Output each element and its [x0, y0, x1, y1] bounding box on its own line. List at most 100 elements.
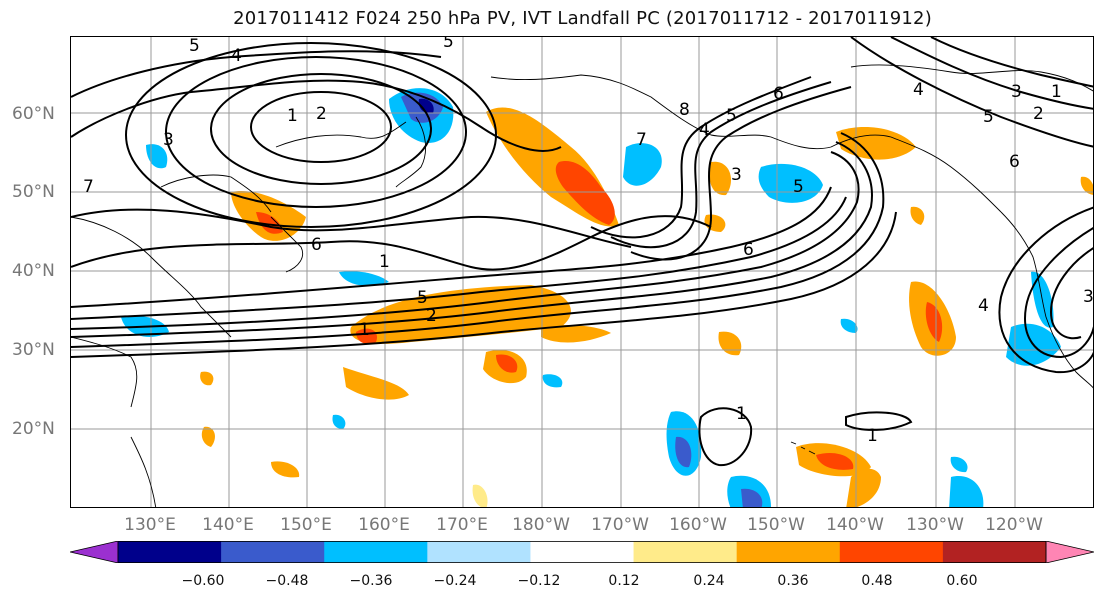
- positive-anomaly: [472, 484, 488, 507]
- contour-mid: [71, 208, 632, 248]
- colorbar-bin: [839, 541, 944, 563]
- lon-label-170w: 170°W: [591, 515, 649, 535]
- coastlines: [71, 64, 1093, 507]
- contour-label: 1: [1051, 82, 1062, 102]
- contour-jet: [71, 186, 832, 308]
- negative-anomaly: [758, 163, 823, 203]
- contour-label: 5: [443, 37, 454, 52]
- positive-anomaly: [816, 452, 854, 470]
- contour-mid: [71, 79, 562, 152]
- contour-mid: [71, 215, 712, 271]
- positive-anomaly: [200, 371, 214, 386]
- contour-ring: [210, 73, 432, 185]
- lon-label-130e: 130°E: [124, 515, 176, 535]
- shading-layer: [121, 88, 1093, 507]
- contour-label: 3: [1011, 82, 1022, 102]
- lon-label-160w: 160°W: [669, 515, 727, 535]
- colorbar-frame: [117, 541, 1047, 563]
- contour-ring: [125, 42, 497, 228]
- contour-label: 5: [793, 177, 804, 197]
- contour-label: 1: [359, 320, 370, 340]
- colorbar-bin: [324, 541, 428, 563]
- negative-anomaly: [623, 143, 662, 186]
- positive-anomaly: [541, 324, 611, 343]
- colorbar-tick: −0.60: [181, 573, 225, 589]
- contour-label: 4: [699, 120, 710, 140]
- contour-mid: [71, 50, 442, 98]
- colorbar-bin: [221, 541, 325, 563]
- colorbar-extend-low: [70, 541, 119, 563]
- coastline-kamchatka: [395, 116, 427, 188]
- contour-label: 6: [773, 84, 784, 104]
- contour-north: [890, 37, 1093, 110]
- colorbar-tick: 0.36: [777, 573, 809, 589]
- negative-anomaly: [332, 414, 346, 429]
- colorbar: [70, 541, 1094, 563]
- lon-label-180w: 180°W: [512, 515, 570, 535]
- contour-east: [1024, 227, 1093, 359]
- contour-label: 1: [287, 106, 298, 126]
- colorbar-tick: −0.36: [349, 573, 393, 589]
- contour-jet: [71, 151, 860, 330]
- negative-anomaly: [741, 488, 763, 507]
- positive-anomaly: [201, 426, 215, 447]
- negative-anomaly: [418, 98, 434, 114]
- colorbar-bin: [530, 541, 635, 563]
- hawaii-islands: [790, 441, 816, 455]
- contour-jet: [71, 132, 885, 348]
- colorbar-tick: 0.24: [693, 573, 725, 589]
- contour-label: 1: [867, 426, 878, 446]
- contour-label: 3: [163, 130, 174, 150]
- contour-jet: [71, 211, 897, 358]
- contour-label: 7: [83, 177, 94, 197]
- lon-label-140e: 140°E: [202, 515, 254, 535]
- contour-label: 1: [736, 404, 747, 424]
- contour-label: 4: [913, 80, 924, 100]
- colorbar-bin: [736, 541, 841, 563]
- lon-label-150w: 150°W: [747, 515, 805, 535]
- contour-ring: [165, 56, 467, 208]
- positive-anomaly: [1080, 176, 1093, 195]
- colorbar-tick: 0.48: [861, 573, 893, 589]
- colorbar-bin: [427, 541, 531, 563]
- lat-label-40n: 40°N: [12, 261, 55, 281]
- colorbar-bin: [942, 541, 1047, 563]
- contour-label: 5: [417, 288, 428, 308]
- contour-north: [850, 37, 1093, 148]
- positive-anomaly: [496, 354, 518, 373]
- colorbar-tick: −0.12: [517, 573, 561, 589]
- colorbar-tick: 0.60: [946, 573, 978, 589]
- lon-label-170e: 170°E: [436, 515, 488, 535]
- negative-anomaly: [339, 271, 389, 286]
- colorbar-tick: −0.48: [265, 573, 309, 589]
- contour-label: 6: [1009, 152, 1020, 172]
- coastline-asia: [71, 121, 407, 507]
- contour-north: [930, 37, 1093, 88]
- positive-anomaly: [925, 302, 943, 342]
- lat-label-60n: 60°N: [12, 104, 55, 124]
- lon-label-140w: 140°W: [826, 515, 884, 535]
- contour-label: 3: [731, 165, 742, 185]
- contour-label: 2: [426, 306, 437, 326]
- contour-trough: [590, 76, 812, 239]
- contour-small: [845, 411, 913, 431]
- contour-label: 4: [978, 296, 989, 316]
- colorbar-extend-high: [1045, 541, 1094, 563]
- colorbar-bin: [118, 541, 222, 563]
- contour-ring: [250, 91, 392, 163]
- contour-label: 5: [726, 106, 737, 126]
- positive-anomaly: [910, 206, 925, 225]
- contour-label: 5: [983, 107, 994, 127]
- negative-anomaly: [950, 456, 968, 473]
- positive-anomaly: [704, 214, 726, 232]
- contour-label: 8: [679, 100, 690, 120]
- positive-anomaly: [846, 468, 881, 507]
- negative-anomaly: [542, 374, 563, 388]
- colorbar-tick: −0.24: [433, 573, 477, 589]
- negative-anomaly: [949, 476, 984, 507]
- positive-anomaly: [718, 331, 742, 356]
- contour-jet: [71, 141, 873, 338]
- contour-lines: [71, 37, 1093, 467]
- contour-trough: [630, 86, 852, 261]
